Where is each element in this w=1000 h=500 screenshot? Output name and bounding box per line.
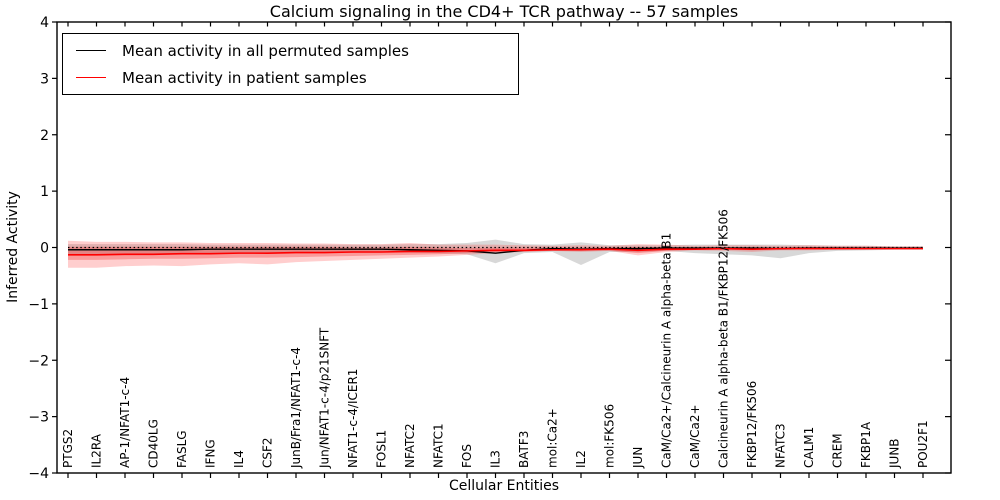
legend-line-permuted-icon	[76, 50, 106, 51]
legend-entry-patient: Mean activity in patient samples	[76, 68, 518, 88]
x-tick-label: Jun/NFAT1-c-4/p21SNFT	[318, 327, 332, 469]
x-tick-label: NFATC2	[403, 423, 417, 468]
y-tick-label: 0	[40, 241, 49, 257]
y-axis-label: Inferred Activity	[5, 191, 21, 303]
y-tick-label: 4	[40, 15, 49, 31]
y-tick-label: 3	[40, 71, 49, 87]
x-tick-label: AP-1/NFAT1-c-4	[118, 377, 132, 468]
x-tick-label: FOS	[460, 444, 474, 468]
legend: Mean activity in all permuted samples Me…	[62, 33, 519, 95]
x-tick-label: FOSL1	[375, 430, 389, 468]
x-tick-label: IFNG	[204, 439, 218, 468]
y-tick-label: −1	[28, 297, 49, 313]
y-tick-label: 1	[40, 184, 49, 200]
x-tick-label: CD40LG	[147, 419, 161, 468]
y-tick-label: −2	[28, 353, 49, 369]
permuted-std-band	[68, 239, 923, 265]
x-tick-label: FKBP1A	[859, 421, 873, 468]
x-tick-label: JUNB	[888, 438, 902, 469]
x-tick-label: mol:FK506	[603, 404, 617, 468]
x-tick-label: IL2	[574, 450, 588, 468]
x-tick-label: IL3	[489, 450, 503, 468]
x-axis-label: Cellular Entities	[448, 478, 560, 494]
x-tick-label: CaM/Ca2+/Calcineurin A alpha-beta B1	[660, 233, 674, 468]
y-tick-label: 2	[40, 128, 49, 144]
patient-inner-band	[68, 246, 923, 260]
x-tick-label: IL2RA	[90, 433, 104, 468]
x-tick-label: POU2F1	[916, 420, 930, 468]
x-tick-label: NFATC3	[774, 423, 788, 468]
x-tick-label: NFATC1	[432, 423, 446, 468]
x-tick-label: CSF2	[261, 437, 275, 468]
y-tick-label: −3	[28, 410, 49, 426]
patient-mean-line	[68, 247, 923, 256]
x-tick-label: FASLG	[175, 430, 189, 468]
legend-line-patient-icon	[76, 77, 106, 78]
chart-title: Calcium signaling in the CD4+ TCR pathwa…	[269, 2, 739, 21]
x-tick-label: CaM/Ca2+	[688, 404, 702, 468]
x-tick-label: IL4	[232, 450, 246, 468]
x-tick-label: BATF3	[517, 431, 531, 468]
legend-label-patient: Mean activity in patient samples	[122, 68, 367, 87]
x-tick-label: CREM	[831, 433, 845, 468]
x-tick-label: NFAT1-c-4/ICER1	[346, 369, 360, 468]
legend-label-permuted: Mean activity in all permuted samples	[122, 41, 409, 60]
y-tick-label: −4	[28, 466, 49, 482]
x-tick-label: Calcineurin A alpha-beta B1/FKBP12/FK506	[717, 209, 731, 468]
x-tick-label: FKBP12/FK506	[745, 381, 759, 468]
x-tick-label: PTGS2	[61, 429, 75, 468]
legend-entry-permuted: Mean activity in all permuted samples	[76, 41, 518, 61]
x-tick-label: JUN	[631, 447, 645, 469]
x-tick-label: mol:Ca2+	[546, 408, 560, 468]
x-tick-label: JunB/Fra1/NFAT1-c-4	[289, 347, 303, 469]
x-tick-label: CALM1	[802, 427, 816, 468]
